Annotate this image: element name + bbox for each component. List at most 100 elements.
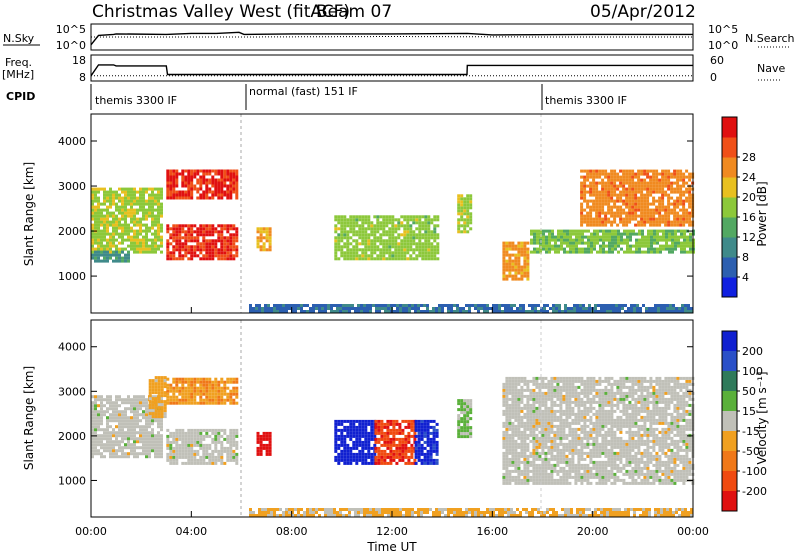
heatmap-cell-r0 bbox=[157, 199, 160, 203]
heatmap-cell-r3 bbox=[166, 254, 170, 258]
heatmap-cell-r2 bbox=[166, 401, 170, 405]
heatmap-cell-r9 bbox=[583, 220, 587, 224]
heatmap-cell-r0 bbox=[136, 407, 139, 411]
heatmap-cell-r10 bbox=[573, 307, 576, 310]
heatmap-cell-r3 bbox=[226, 449, 230, 453]
heatmap-cell-r9 bbox=[538, 394, 542, 398]
heatmap-cell-r9 bbox=[643, 193, 647, 197]
heatmap-cell-r6 bbox=[469, 203, 473, 207]
heatmap-cell-r9 bbox=[679, 217, 683, 221]
heatmap-cell-r10 bbox=[516, 307, 519, 310]
heatmap-cell-r9 bbox=[520, 400, 524, 404]
heatmap-cell-r10 bbox=[264, 307, 267, 310]
heatmap-cell-r9 bbox=[616, 187, 620, 191]
heatmap-cell-r0 bbox=[130, 452, 133, 456]
heatmap-cell-r3 bbox=[211, 251, 215, 255]
heatmap-cell-r3 bbox=[172, 248, 176, 252]
heatmap-cell-r9 bbox=[667, 181, 671, 185]
heatmap-cell-r0 bbox=[130, 422, 133, 426]
heatmap-cell-r3 bbox=[214, 437, 218, 441]
heatmap-cell-r5 bbox=[421, 224, 425, 228]
heatmap-cell-r8 bbox=[647, 238, 650, 242]
heatmap-cell-r0 bbox=[145, 190, 148, 194]
heatmap-cell-r9 bbox=[682, 178, 686, 182]
heatmap-cell-r0 bbox=[124, 434, 127, 438]
heatmap-cell-r5 bbox=[433, 239, 437, 243]
heatmap-cell-r8 bbox=[581, 247, 584, 251]
heatmap-cell-r0 bbox=[106, 223, 109, 227]
heatmap-cell-r9 bbox=[550, 439, 554, 443]
heatmap-cell-r3 bbox=[208, 461, 212, 465]
heatmap-cell-r9 bbox=[553, 394, 557, 398]
heatmap-cell-r5 bbox=[403, 227, 407, 231]
heatmap-cell-r5 bbox=[436, 248, 440, 252]
heatmap-cell-r0 bbox=[160, 214, 163, 218]
ytick-label: 4000 bbox=[58, 135, 86, 148]
heatmap-cell-r3 bbox=[193, 431, 197, 435]
heatmap-cell-r3 bbox=[199, 455, 203, 459]
heatmap-cell-r9 bbox=[592, 169, 596, 173]
heatmap-cell-r7 bbox=[514, 262, 518, 266]
heatmap-cell-r9 bbox=[544, 397, 548, 401]
heatmap-cell-r10 bbox=[570, 310, 573, 313]
heatmap-cell-r5 bbox=[352, 458, 356, 462]
heatmap-cell-r0 bbox=[94, 422, 97, 426]
heatmap-cell-r6 bbox=[463, 221, 467, 225]
heatmap-cell-r3 bbox=[190, 236, 194, 240]
heatmap-cell-r5 bbox=[373, 224, 377, 228]
heatmap-cell-r5 bbox=[355, 224, 359, 228]
heatmap-cell-r8 bbox=[677, 241, 680, 245]
heatmap-cell-r6 bbox=[377, 458, 381, 462]
heatmap-cell-r9 bbox=[541, 469, 545, 473]
heatmap-cell-r5 bbox=[364, 245, 368, 249]
heatmap-cell-r3 bbox=[166, 452, 170, 456]
heatmap-cell-r10 bbox=[273, 310, 276, 313]
heatmap-cell-r3 bbox=[229, 245, 233, 249]
heatmap-cell-r3 bbox=[172, 239, 176, 243]
heatmap-cell-r0 bbox=[121, 211, 124, 215]
heatmap-cell-r9 bbox=[649, 223, 653, 227]
heatmap-cell-r0 bbox=[139, 244, 142, 248]
heatmap-cell-r5 bbox=[367, 419, 371, 423]
heatmap-cell-r8 bbox=[557, 250, 560, 254]
heatmap-cell-r9 bbox=[655, 172, 659, 176]
heatmap-cell-r9 bbox=[520, 424, 524, 428]
heatmap-cell-r9 bbox=[502, 436, 506, 440]
heatmap-cell-r3 bbox=[217, 236, 221, 240]
heatmap-cell-r10 bbox=[663, 310, 666, 313]
heatmap-cell-r0 bbox=[106, 193, 109, 197]
heatmap-cell-r9 bbox=[526, 457, 530, 461]
heatmap-cell-r8 bbox=[689, 232, 692, 236]
heatmap-cell-r3 bbox=[229, 428, 233, 432]
heatmap-cell-r6 bbox=[395, 446, 399, 450]
heatmap-cell-r9 bbox=[538, 454, 542, 458]
heatmap-cell-r9 bbox=[640, 205, 644, 209]
heatmap-cell-r8 bbox=[533, 235, 536, 239]
heatmap-cell-r3 bbox=[232, 233, 236, 237]
heatmap-cell-r5 bbox=[370, 422, 374, 426]
heatmap-cell-r8 bbox=[569, 238, 572, 242]
heatmap-cell-r2 bbox=[232, 398, 236, 402]
heatmap-cell-r0 bbox=[142, 229, 145, 233]
heatmap-cell-r10 bbox=[459, 310, 462, 313]
heatmap-cell-r9 bbox=[511, 421, 515, 425]
heatmap-cell-r2 bbox=[193, 184, 197, 188]
heatmap-cell-r10 bbox=[417, 310, 420, 313]
heatmap-cell-r9 bbox=[601, 208, 605, 212]
heatmap-cell-r0 bbox=[160, 434, 163, 438]
heatmap-cell-r0 bbox=[130, 437, 133, 441]
heatmap-cell-r8 bbox=[463, 426, 467, 430]
heatmap-cell-r0 bbox=[124, 220, 127, 224]
heatmap-cell-r0 bbox=[94, 437, 97, 441]
heatmap-cell-r5 bbox=[415, 221, 419, 225]
heatmap-cell-r0 bbox=[145, 187, 148, 191]
heatmap-cell-r10 bbox=[615, 310, 618, 313]
heatmap-cell-r9 bbox=[667, 193, 671, 197]
heatmap-cell-r1 bbox=[127, 250, 130, 254]
heatmap-cell-r9 bbox=[619, 196, 623, 200]
heatmap-cell-r2 bbox=[217, 190, 221, 194]
heatmap-cell-r3 bbox=[187, 224, 191, 228]
heatmap-cell-r2 bbox=[205, 172, 209, 176]
heatmap-cell-r9 bbox=[544, 478, 548, 482]
heatmap-cell-r9 bbox=[526, 421, 530, 425]
